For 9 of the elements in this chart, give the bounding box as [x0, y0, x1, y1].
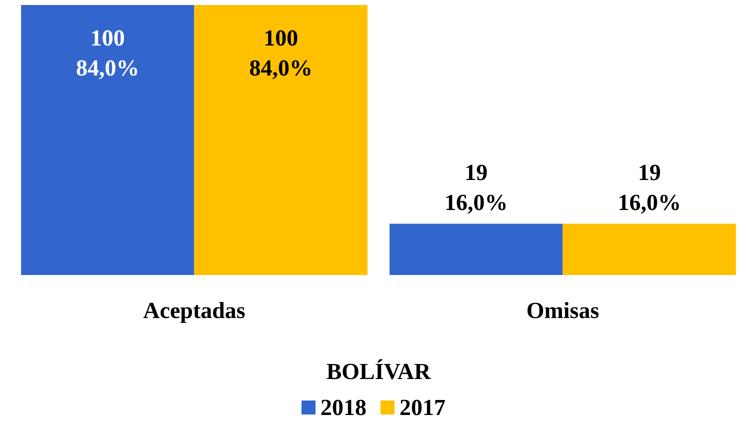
- data-label: 19 16,0%: [618, 160, 681, 216]
- x-tick-label: Aceptadas: [143, 298, 246, 323]
- data-label: 19 16,0%: [444, 160, 508, 216]
- x-tick-label: Omisas: [526, 298, 600, 323]
- x-axis-title: BOLÍVAR: [326, 359, 432, 384]
- data-label: 100 84,0%: [76, 26, 140, 80]
- data-label: 100 84,0%: [249, 26, 312, 80]
- legend-label: 2017: [400, 395, 446, 420]
- legend-label: 2018: [320, 395, 366, 420]
